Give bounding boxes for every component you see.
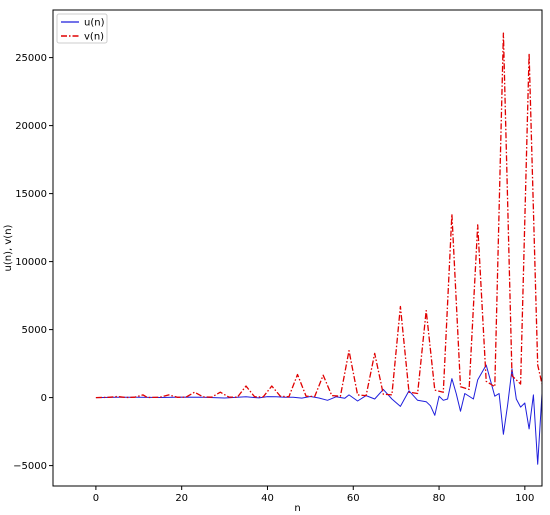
x-tick-label: 60 xyxy=(347,493,360,504)
y-axis-label: u(n), v(n) xyxy=(3,224,14,271)
x-tick-label: 0 xyxy=(93,493,99,504)
series-layer xyxy=(95,32,542,465)
x-tick-label: 100 xyxy=(515,493,534,504)
tick-layer: 0 20 40 60 80 100 −5000 0 5000 10000 15000 20000 250… xyxy=(13,53,534,504)
x-tick-label: 40 xyxy=(261,493,274,504)
legend: u(n) v(n) xyxy=(56,13,108,44)
series-line-v xyxy=(95,32,542,399)
y-tick-label: 10000 xyxy=(15,257,47,268)
x-tick-label: 20 xyxy=(175,493,188,504)
y-tick-label: 0 xyxy=(41,393,47,404)
plot-background xyxy=(53,10,542,486)
x-axis-label: n xyxy=(294,503,300,514)
legend-label-u: u(n) xyxy=(84,18,105,29)
y-tick-label: 20000 xyxy=(15,121,47,132)
plot-frame xyxy=(52,9,543,487)
series-line-u xyxy=(95,364,542,465)
y-tick-label: −5000 xyxy=(13,461,47,472)
legend-label-v: v(n) xyxy=(84,32,104,43)
y-tick-label: 15000 xyxy=(15,189,47,200)
x-tick-label: 80 xyxy=(433,493,446,504)
y-tick-label: 5000 xyxy=(22,325,47,336)
y-tick-label: 25000 xyxy=(15,53,47,64)
